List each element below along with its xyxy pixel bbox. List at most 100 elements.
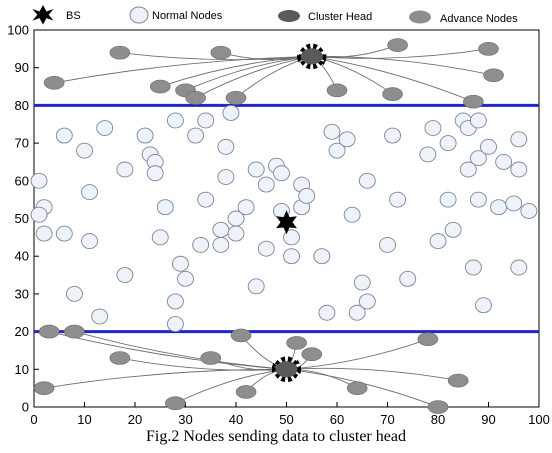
y-tick-label: 40 (15, 249, 29, 264)
normal-node (247, 278, 265, 295)
normal-node (96, 120, 114, 136)
advance-node (447, 373, 469, 388)
normal-node (283, 229, 300, 246)
normal-node (348, 304, 366, 321)
advance-node (387, 38, 408, 52)
boundary-lines (34, 103, 539, 334)
normal-node (439, 135, 457, 152)
normal-node (257, 176, 275, 193)
legend-normal-label: Normal Nodes (152, 10, 223, 22)
link-line (286, 368, 358, 389)
advance-node (346, 381, 368, 395)
normal-node (146, 165, 164, 182)
x-tick-label: 40 (229, 412, 243, 427)
link-arrowhead (297, 58, 303, 63)
normal-node (495, 153, 513, 170)
normal-node (177, 270, 194, 287)
link-line (175, 368, 287, 404)
advance-node (200, 351, 222, 365)
normal-node (273, 165, 290, 182)
legend-cluster-head-label: Cluster Head (308, 11, 372, 23)
normal-node (212, 236, 230, 253)
normal-node (30, 172, 48, 189)
normal-node (429, 233, 447, 250)
normal-node (399, 270, 417, 287)
normal-node (490, 199, 508, 216)
base-station (276, 210, 297, 235)
cluster-head (275, 361, 298, 378)
y-tick-label: 100 (7, 23, 29, 38)
link-line (311, 48, 489, 59)
normal-node (166, 316, 184, 333)
link-arrowhead (272, 362, 277, 368)
advance-nodes (33, 38, 504, 414)
normal-node (520, 203, 538, 219)
normal-node (358, 293, 376, 310)
figure-caption: Fig.2 Nodes sending data to cluster head (146, 428, 406, 445)
advance-node (382, 87, 403, 101)
normal-node (459, 161, 477, 178)
normal-node (475, 297, 492, 314)
link-line (286, 367, 459, 382)
normal-node (35, 225, 53, 242)
y-tick-label: 50 (15, 211, 29, 226)
x-tick-label: 70 (380, 412, 394, 427)
normal-node (328, 142, 346, 159)
advance-node (43, 75, 65, 90)
legend-advance-marker (409, 10, 431, 24)
advance-node (301, 347, 323, 362)
normal-node (156, 199, 174, 216)
normal-node (81, 233, 99, 250)
y-tick-label: 20 (15, 324, 29, 339)
normal-node (136, 127, 154, 144)
normal-node (197, 191, 215, 208)
advance-node (417, 332, 439, 346)
x-tick-label: 100 (528, 412, 550, 427)
x-tick-label: 50 (279, 412, 293, 427)
y-tick-label: 30 (15, 286, 29, 301)
normal-node (318, 304, 336, 321)
normal-node (510, 161, 528, 178)
normal-node (510, 131, 528, 148)
legend-bs-marker (32, 5, 54, 25)
normal-node (389, 191, 407, 208)
advance-node (326, 83, 348, 98)
y-axis: 0 10 20 30 40 50 60 70 80 90 100 (7, 23, 39, 415)
normal-node (384, 127, 401, 144)
advance-node (149, 79, 171, 94)
y-tick-label: 10 (15, 362, 29, 377)
normal-node (379, 236, 396, 253)
normal-node (464, 259, 482, 276)
cluster-heads (273, 43, 325, 383)
normal-node (353, 274, 371, 291)
cluster-links (44, 44, 494, 408)
normal-node (338, 131, 356, 148)
advance-node (478, 42, 499, 56)
normal-node (323, 123, 341, 140)
x-tick-label: 90 (481, 412, 495, 427)
advance-node (165, 396, 186, 411)
x-tick-label: 80 (431, 412, 445, 427)
normal-node (237, 199, 255, 216)
base-station-marker (276, 210, 297, 235)
y-tick-label: 70 (15, 136, 29, 151)
advance-node (286, 336, 307, 350)
normal-node (439, 191, 457, 208)
normal-node (505, 195, 523, 212)
advance-node (235, 385, 257, 399)
x-axis: 0 10 20 30 40 50 60 70 80 90 100 (30, 402, 550, 427)
advance-node (33, 381, 55, 395)
advance-node (210, 45, 232, 60)
normal-node (313, 248, 331, 265)
normal-node (76, 142, 93, 159)
normal-node (444, 221, 462, 238)
legend-bs-label: BS (66, 10, 81, 22)
link-line (44, 368, 287, 389)
normal-node (55, 225, 73, 242)
normal-node (247, 161, 265, 178)
link-line (286, 338, 429, 370)
link-line (54, 55, 312, 84)
link-line (160, 55, 312, 87)
advance-node (230, 328, 252, 343)
